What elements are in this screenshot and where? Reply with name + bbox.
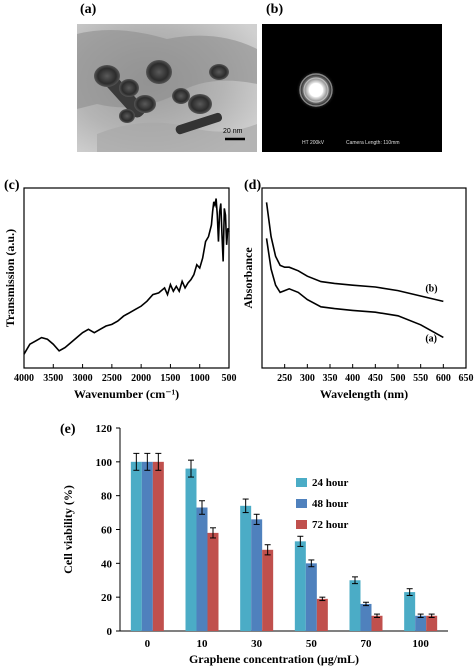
ftir-x-tick-label: 4000 xyxy=(14,373,34,384)
legend-swatch xyxy=(296,520,307,529)
uvvis-series-label: (a) xyxy=(425,333,437,344)
uvvis-x-tick-label: 600 xyxy=(436,373,451,384)
bar-72-hour xyxy=(152,461,164,631)
bar-y-tick-label: 20 xyxy=(101,592,113,604)
uvvis-plot-frame xyxy=(261,187,467,369)
legend-label: 72 hour xyxy=(312,519,348,531)
uvvis-series-line xyxy=(265,238,444,339)
ftir-x-tick-label: 1000 xyxy=(190,373,210,384)
ftir-x-tick-label: 2000 xyxy=(131,373,151,384)
ftir-x-tick-label: 1500 xyxy=(160,373,180,384)
legend-label: 24 hour xyxy=(312,477,348,489)
bar-y-tick-label: 80 xyxy=(101,491,113,503)
bar-y-tick-label: 100 xyxy=(96,457,113,469)
bar-x-tick-label: 70 xyxy=(361,638,373,650)
bar-24-hour xyxy=(185,468,197,631)
bar-x-tick-label: 30 xyxy=(251,638,263,650)
bar-48-hour xyxy=(360,603,372,631)
uvvis-x-tick-label: 550 xyxy=(413,373,428,384)
legend-label: 48 hour xyxy=(312,498,348,510)
legend-swatch xyxy=(296,478,307,487)
bar-48-hour xyxy=(141,461,153,631)
uvvis-y-axis-label: Absorbance xyxy=(241,247,255,309)
ftir-chart: 4000 3500 3000 2500 2000 1500 1000 500 Wavenumbe… xyxy=(3,187,237,401)
bar-24-hour xyxy=(294,541,306,631)
diffraction-pattern xyxy=(296,70,336,110)
ftir-series-line xyxy=(23,198,230,355)
bar-48-hour xyxy=(415,615,427,631)
saed-image: HT 200kV Camera Length: 110mm xyxy=(262,24,442,152)
uvvis-chart: 250 300 350 400 450 500 550 600 650 (a) (b) Wavelen… xyxy=(241,187,474,401)
uvvis-x-axis-label: Wavelength (nm) xyxy=(320,387,408,401)
uvvis-x-tick-label: 400 xyxy=(345,373,360,384)
uvvis-x-tick-label: 450 xyxy=(368,373,383,384)
tem-micrograph xyxy=(77,24,257,152)
bar-72-hour xyxy=(426,615,438,631)
bar-x-tick-label: 50 xyxy=(306,638,318,650)
bar-x-tick-label: 0 xyxy=(145,638,151,650)
bar-x-tick-label: 100 xyxy=(412,638,429,650)
uvvis-x-tick-label: 650 xyxy=(459,373,474,384)
ftir-x-tick-label: 2500 xyxy=(102,373,122,384)
panel-d-label: (d) xyxy=(244,178,262,193)
uvvis-x-tick-label: 500 xyxy=(391,373,406,384)
bar-72-hour xyxy=(316,598,328,631)
panel-c-label: (c) xyxy=(4,178,20,193)
panel-b-label: (b) xyxy=(266,2,284,17)
bar-y-axis-label: Cell viability (%) xyxy=(61,485,75,574)
bar-48-hour xyxy=(251,519,263,631)
uvvis-series-label: (b) xyxy=(425,283,437,294)
ftir-x-tick-label: 3000 xyxy=(73,373,93,384)
bar-y-tick-label: 40 xyxy=(101,558,113,570)
panel-e-label: (e) xyxy=(60,422,76,437)
bar-24-hour xyxy=(130,461,142,631)
uvvis-x-tick-label: 350 xyxy=(323,373,338,384)
uvvis-x-tick-label: 300 xyxy=(300,373,315,384)
ftir-plot-frame xyxy=(23,187,230,369)
ftir-x-axis-label: Wavenumber (cm⁻¹) xyxy=(74,387,179,401)
bar-72-hour xyxy=(207,532,219,631)
bar-24-hour xyxy=(240,505,252,631)
bar-24-hour xyxy=(404,592,416,631)
ftir-x-tick-label: 3500 xyxy=(43,373,63,384)
panel-a-label: (a) xyxy=(80,2,97,17)
bar-24-hour xyxy=(349,580,361,631)
legend-swatch xyxy=(296,499,307,508)
bar-y-tick-label: 0 xyxy=(107,626,113,638)
bar-y-tick-label: 60 xyxy=(101,525,113,537)
scale-bar-label: 20 nm xyxy=(223,128,243,135)
saed-info-left: HT 200kV xyxy=(302,140,325,146)
bar-x-tick-label: 10 xyxy=(197,638,209,650)
cell-viability-chart: 0 20 40 60 80 100 120 0 10 30 50 70 100 24 hour 48 hou… xyxy=(61,423,448,666)
ftir-x-tick-label: 500 xyxy=(222,373,237,384)
uvvis-x-tick-label: 250 xyxy=(277,373,292,384)
bar-y-tick-label: 120 xyxy=(96,423,113,435)
saed-info-right: Camera Length: 110mm xyxy=(346,140,400,146)
ftir-y-axis-label: Transmission (a.u.) xyxy=(3,229,17,327)
bar-72-hour xyxy=(371,615,383,631)
bar-x-axis-label: Graphene concentration (μg/mL) xyxy=(189,652,359,666)
tem-image: 20 nm xyxy=(77,24,257,152)
bar-48-hour xyxy=(305,563,317,631)
uvvis-series-line xyxy=(265,202,444,303)
bar-48-hour xyxy=(196,507,208,631)
bar-72-hour xyxy=(262,549,274,631)
